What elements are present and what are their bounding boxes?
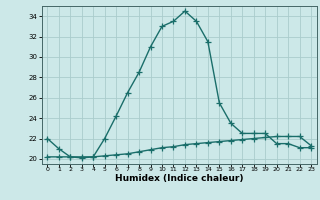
X-axis label: Humidex (Indice chaleur): Humidex (Indice chaleur) [115,174,244,183]
